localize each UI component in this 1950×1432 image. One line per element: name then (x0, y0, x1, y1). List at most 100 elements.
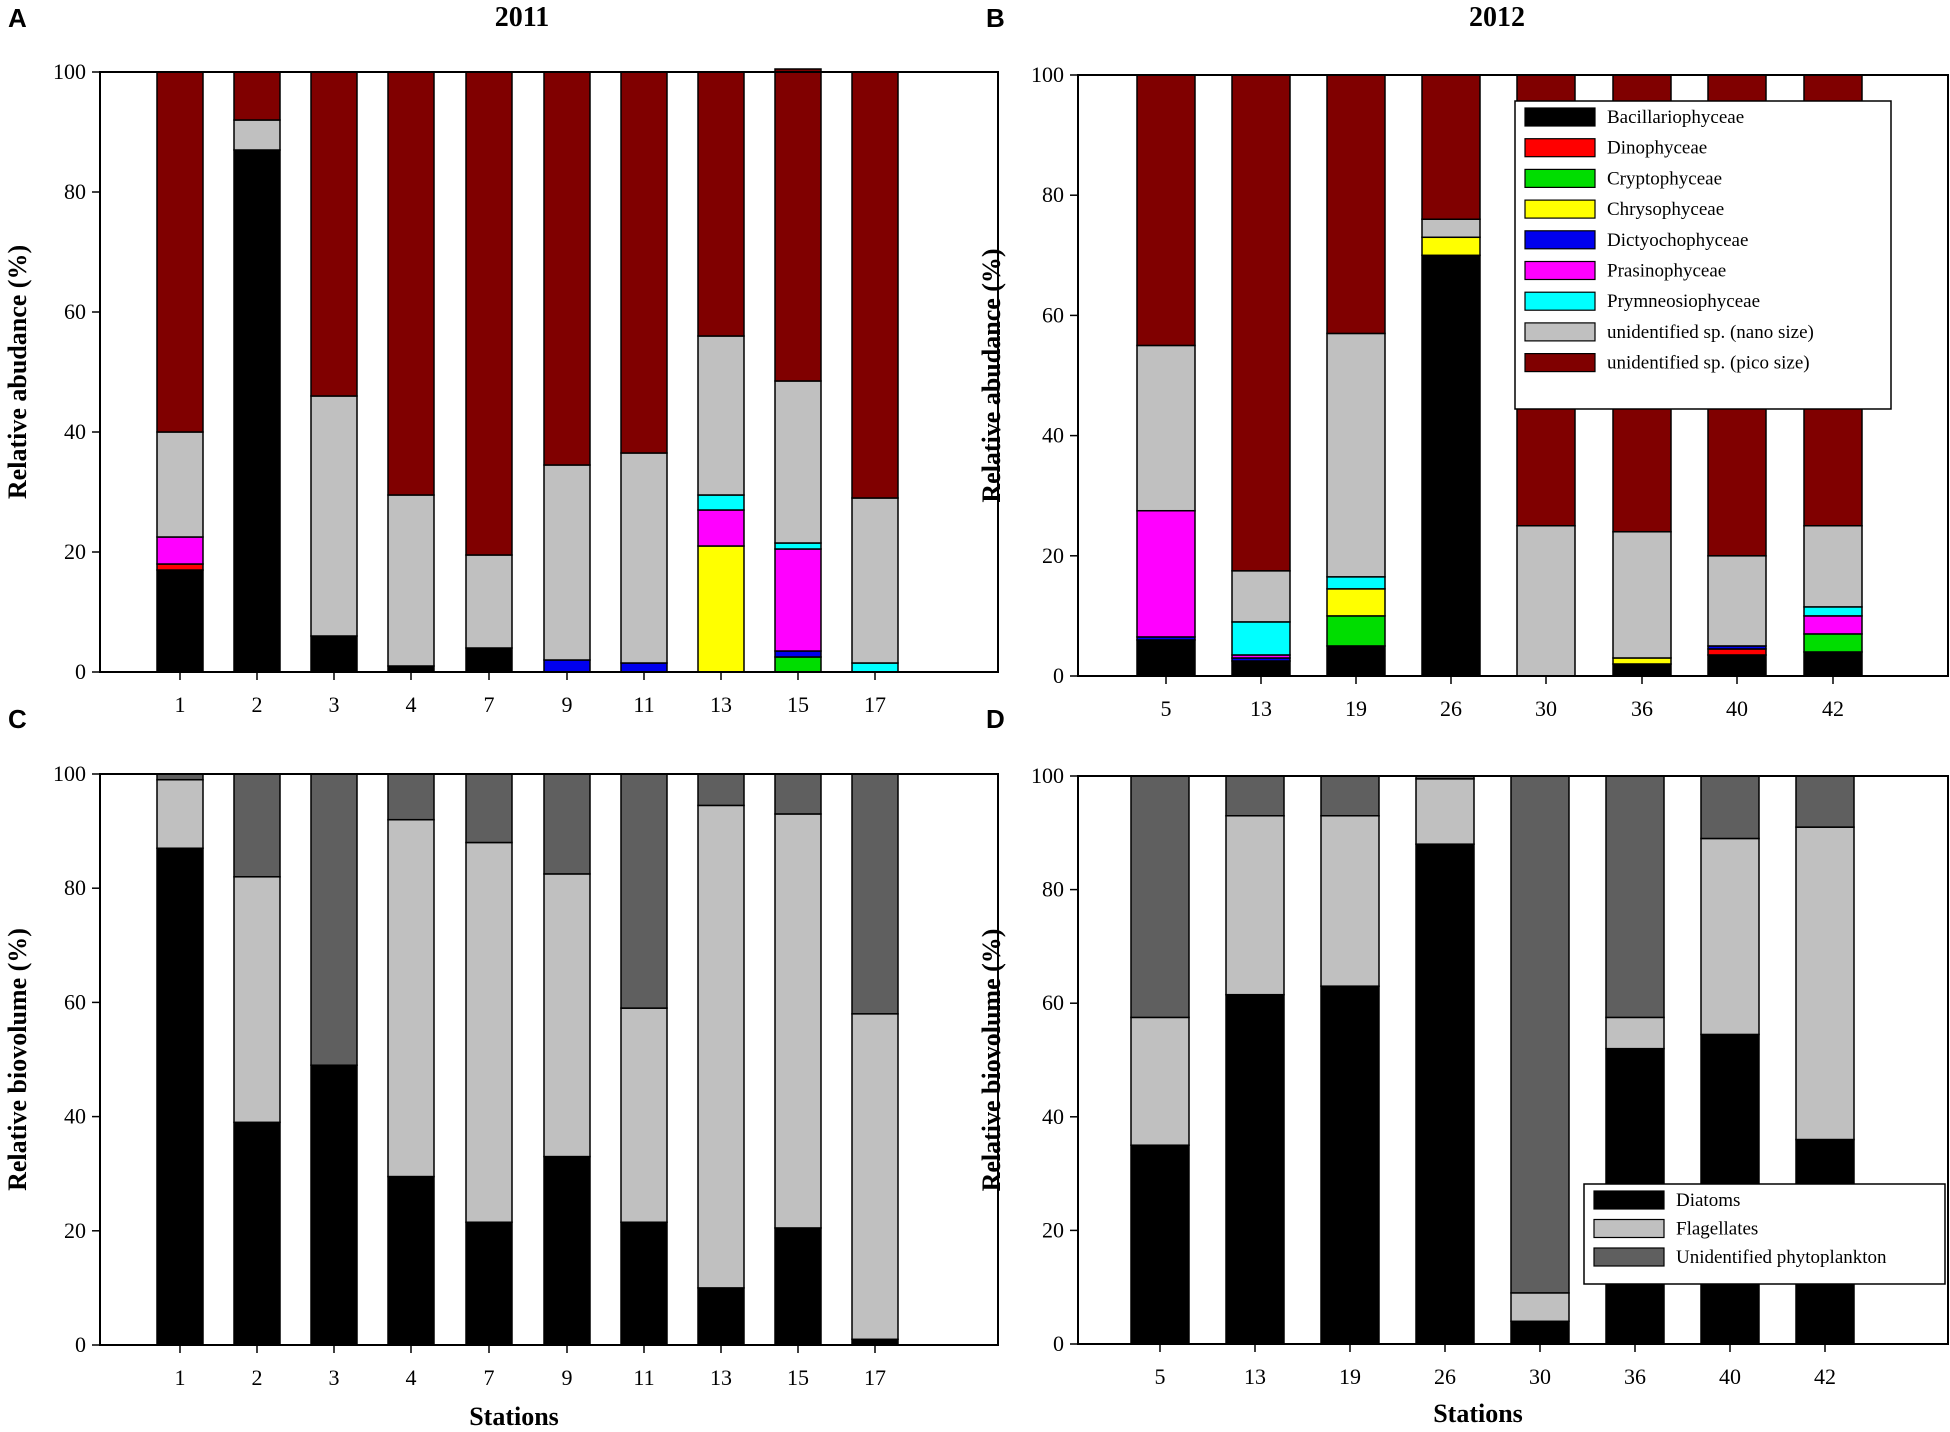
panel-b: B 2012 5 13 19 26 30 36 40 42 0 20 40 60 80 100 Relative… (977, 2, 1949, 721)
legend: Diatoms Flagellates Unidentified phytoplan… (1583, 1183, 1946, 1285)
bar-segment-unidentified-phytoplankton (465, 773, 513, 844)
bar-segment-bacillariophyceae (1803, 651, 1863, 677)
x-tick-label: 4 (406, 692, 417, 717)
panel-a: A 2011 1 2 3 4 7 9 11 13 15 17 0 20 40 60 80 100 Relative … (3, 2, 999, 717)
bar-segment-unidentified-sp-pico-size (465, 71, 513, 556)
bar-segment-unidentified-sp-nano-size (387, 494, 435, 667)
bar-segment-prymneosiophyceae (697, 494, 745, 511)
legend-label: Dictyochophyceae (1607, 230, 1748, 251)
x-tick-label: 42 (1822, 696, 1844, 721)
bar-segment-dictyochophyceae (620, 662, 668, 673)
bar-segment-chrysophyceae (1326, 588, 1386, 617)
y-tick-label: 40 (1042, 1104, 1064, 1129)
bar-segment-unidentified-phytoplankton (851, 773, 899, 1015)
bar-segment-cryptophyceae (774, 656, 822, 673)
bar-stack (1415, 775, 1475, 1345)
x-tick-label: 17 (864, 1365, 886, 1390)
bar-stack (1136, 74, 1196, 677)
legend-label: Diatoms (1676, 1190, 1740, 1211)
bar-segment-diatoms (1510, 1320, 1570, 1345)
x-tick-label: 4 (406, 1365, 417, 1390)
x-tick-label: 19 (1339, 1364, 1361, 1389)
bar-stack (233, 773, 281, 1346)
bar-segment-unidentified-sp-pico-size (543, 71, 591, 466)
legend-swatch (1524, 138, 1596, 158)
bar-segment-unidentified-phytoplankton (387, 773, 435, 821)
bar-segment-dinophyceae (1707, 648, 1767, 656)
bar-segment-unidentified-sp-pico-size (851, 71, 899, 499)
chart-title: 2012 (1469, 2, 1525, 33)
x-tick-label: 13 (1250, 696, 1272, 721)
bar-segment-unidentified-phytoplankton (1320, 775, 1380, 817)
y-axis-title: Relative abudance (%) (3, 245, 32, 499)
x-tick-label: 2 (252, 692, 263, 717)
bar-stack (1326, 74, 1386, 677)
bar-stack (156, 71, 204, 673)
y-tick-label: 100 (53, 761, 86, 786)
bar-segment-diatoms (697, 1287, 745, 1346)
x-tick-label: 9 (562, 692, 573, 717)
bar-segment-chrysophyceae (1421, 236, 1481, 257)
legend-swatch (1524, 107, 1596, 127)
bar-segment-unidentified-sp-nano-size (1421, 218, 1481, 239)
y-axis-title: Relative abudance (%) (977, 248, 1006, 502)
bar-segment-unidentified-phytoplankton (310, 773, 358, 1066)
bar-segment-cryptophyceae (1326, 615, 1386, 647)
legend-swatch (1524, 353, 1596, 373)
bar-stack (1421, 74, 1481, 677)
y-tick-label: 0 (75, 659, 86, 684)
bar-segment-unidentified-sp-pico-size (774, 68, 822, 382)
bar-segment-flagellates (774, 813, 822, 1229)
legend-swatch (1524, 199, 1596, 219)
x-tick-label: 13 (710, 692, 732, 717)
panel-letter: D (986, 704, 1005, 734)
bar-segment-diatoms (774, 1227, 822, 1346)
bar-segment-unidentified-phytoplankton (543, 773, 591, 875)
bar-segment-unidentified-sp-pico-size (1421, 74, 1481, 220)
bar-segment-diatoms (1130, 1144, 1190, 1345)
bar-segment-bacillariophyceae (156, 569, 204, 673)
y-tick-label: 100 (1031, 62, 1064, 87)
bar-segment-diatoms (1320, 985, 1380, 1345)
x-tick-label: 36 (1624, 1364, 1646, 1389)
x-tick-label: 17 (864, 692, 886, 717)
bar-segment-unidentified-sp-nano-size (620, 452, 668, 664)
bar-segment-bacillariophyceae (1326, 645, 1386, 677)
bar-stack (774, 68, 822, 673)
x-tick-label: 11 (633, 1365, 654, 1390)
bar-segment-bacillariophyceae (1421, 254, 1481, 677)
bar-segment-unidentified-sp-pico-size (310, 71, 358, 397)
y-tick-label: 20 (1042, 543, 1064, 568)
y-axis-title: Relative biovolume (%) (3, 928, 32, 1191)
x-tick-label: 7 (484, 692, 495, 717)
x-axis-title: Stations (1433, 1399, 1523, 1428)
y-tick-label: 40 (64, 1104, 86, 1129)
bar-segment-unidentified-phytoplankton (1130, 775, 1190, 1019)
bar-stack (697, 71, 745, 673)
panel-d: D 5 13 19 26 30 36 40 42 0 20 40 60 80 100 Relative bio… (977, 704, 1949, 1428)
bar-segment-unidentified-phytoplankton (1510, 775, 1570, 1294)
bar-segment-chrysophyceae (697, 545, 745, 673)
bar-segment-flagellates (233, 876, 281, 1124)
bar-segment-flagellates (620, 1007, 668, 1223)
bar-segment-diatoms (310, 1064, 358, 1346)
bar-segment-unidentified-sp-pico-size (1231, 74, 1291, 572)
bar-segment-bacillariophyceae (233, 149, 281, 673)
bar-segment-unidentified-sp-nano-size (1612, 531, 1672, 659)
bar-segment-flagellates (1415, 778, 1475, 845)
bar-stack (1130, 775, 1190, 1345)
x-tick-label: 30 (1535, 696, 1557, 721)
legend-swatch (1593, 1218, 1665, 1239)
bar-segment-flagellates (697, 804, 745, 1289)
x-tick-label: 3 (329, 692, 340, 717)
plot-frame (1077, 74, 1949, 677)
legend-label: Flagellates (1676, 1219, 1758, 1240)
bar-stack (851, 71, 899, 673)
bar-segment-unidentified-phytoplankton (697, 773, 745, 807)
legend-swatch (1524, 291, 1596, 311)
legend-swatch (1593, 1190, 1665, 1210)
bar-stack (620, 71, 668, 673)
bar-stack (543, 773, 591, 1346)
bar-segment-prymneosiophyceae (851, 662, 899, 673)
x-tick-label: 2 (252, 1365, 263, 1390)
